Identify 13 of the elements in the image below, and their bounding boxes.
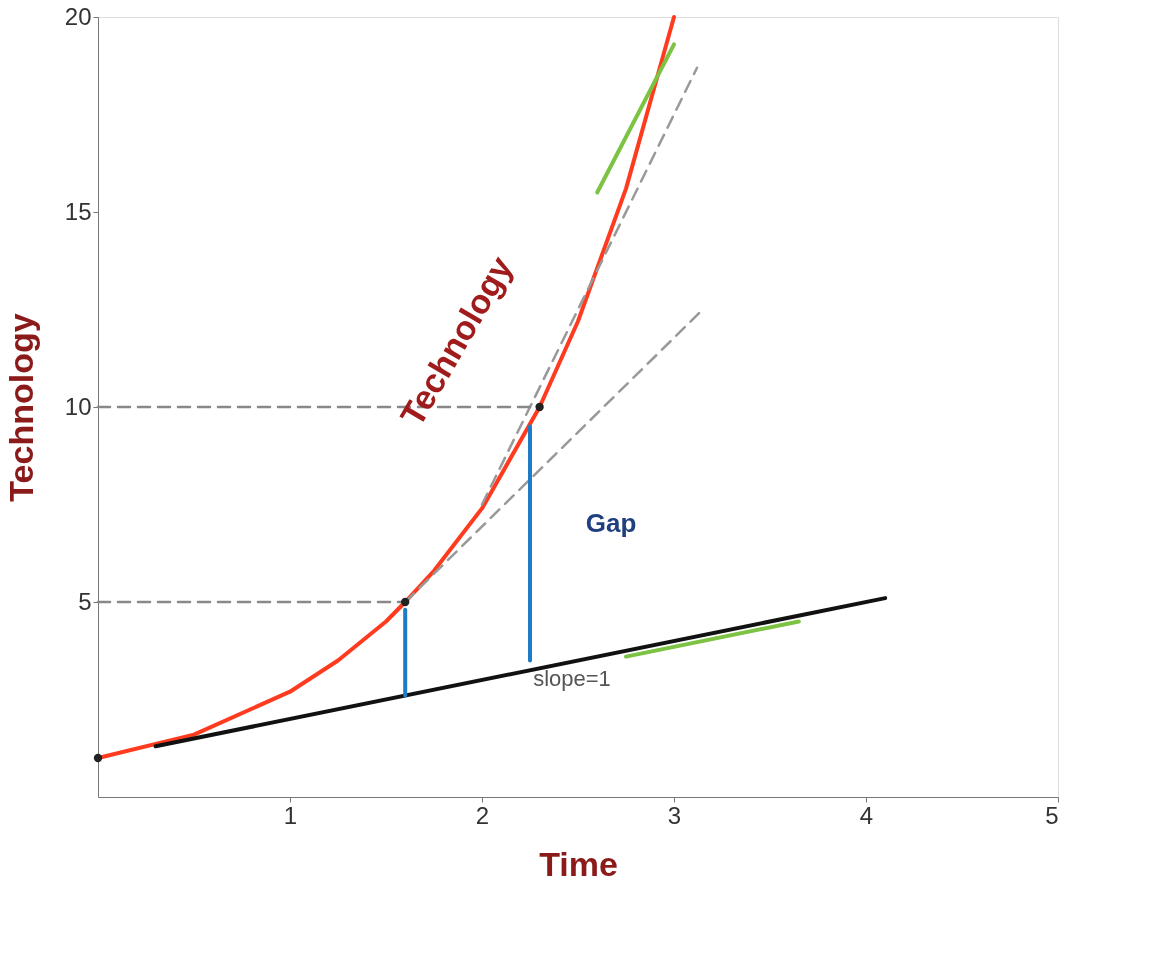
x-tick-label: 5 [1045, 801, 1059, 829]
x-tick-label: 4 [859, 801, 874, 829]
annotation: slope=1 [533, 666, 611, 691]
y-tick-label: 5 [78, 587, 92, 615]
x-tick-label: 2 [475, 801, 490, 829]
y-axis-title: Technology [1, 313, 40, 502]
y-tick-label: 20 [64, 2, 92, 30]
x-tick-label: 1 [283, 801, 298, 829]
x-axis-title: Time [539, 844, 618, 883]
y-tick-label: 15 [64, 197, 92, 225]
annotation: Gap [585, 508, 637, 538]
x-tick-label: 3 [667, 801, 682, 829]
y-tick-label: 10 [64, 392, 92, 420]
